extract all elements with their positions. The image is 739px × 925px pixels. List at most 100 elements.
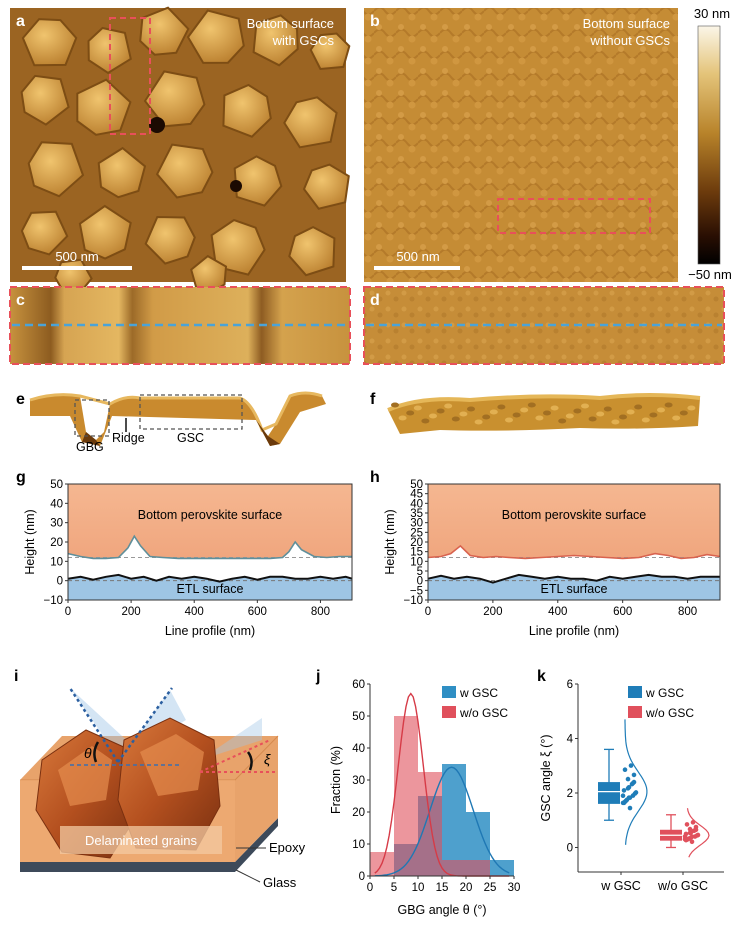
y-tick-label: 50 [50,479,63,491]
legend-label: w/o GSC [645,706,694,720]
grain [21,18,78,67]
y-tick-label: −5 [410,585,423,597]
surface-bump [619,414,627,420]
legend-label: w/o GSC [459,706,508,720]
surface-bump [421,418,430,424]
legend-swatch [628,706,642,718]
surface-bump [535,415,544,421]
y-tick-label: 0 [359,871,365,883]
y-tick-label: 0 [417,576,423,588]
x-tick-label: 30 [508,882,521,894]
glass-label: Glass [263,875,297,890]
surface-bump [543,410,551,416]
series-line-bottom [67,573,353,583]
surface-bump [558,418,567,424]
panel-letter-j: j [315,668,320,685]
series-line-top [67,534,352,560]
legend-swatch [628,686,642,698]
panel-c-strip [9,286,351,365]
y-tick-label: 40 [410,498,423,510]
y-tick-label: 30 [50,518,63,530]
histogram-bar [442,764,466,876]
grain [27,141,85,198]
data-point [620,800,626,806]
panel-letter-h: h [370,469,380,486]
y-tick-label: 50 [410,479,423,491]
y-tick-label: 30 [352,775,365,787]
perovskite-fill [428,484,720,559]
data-point [628,763,634,768]
y-tick-label: 6 [567,679,573,691]
surface-bump [482,414,491,420]
violin-outline [624,719,648,845]
grain [20,74,70,126]
y-tick-label: 2 [567,788,573,800]
data-point [631,772,637,778]
etl-fill [68,574,352,600]
panel-a-title-2: with GSCs [272,33,335,48]
histogram-bar [466,860,490,876]
y-tick-label: 40 [352,743,365,755]
annotation-etl: ETL surface [541,582,608,596]
panel-a-afm-image [10,6,351,296]
surface-bump [687,405,696,411]
chart-j: 0 10 20 30 40 50 60 0 5 10 15 20 25 30 GBG angle θ (°)… [329,679,520,917]
data-point [622,767,628,773]
y-tick-label: −10 [43,595,63,607]
panel-e-3d-surface [29,391,326,446]
surface-bump [413,405,422,411]
epoxy-label: Epoxy [269,840,306,855]
grain [309,32,351,71]
y-tick-label: 10 [410,556,423,568]
panel-letter-g: g [16,469,26,486]
surface-bump [634,404,643,410]
panel-letter-k: k [537,668,546,685]
y-tick-label: 30 [410,518,423,530]
y-tick-label: 35 [410,508,423,520]
glass-layer [20,818,278,872]
xi-label: ξ [264,751,271,767]
grain [186,9,245,64]
surface-bump [603,406,612,412]
annotation-perovskite: Bottom perovskite surface [138,508,283,522]
surface-bump [406,410,415,416]
surface-bump [497,404,506,410]
surface-bump [520,407,529,413]
x-axis-label: GBG angle θ (°) [397,903,486,917]
panel-letter-i: i [14,668,18,685]
y-tick-label: 20 [410,537,423,549]
surface-bump [527,402,536,408]
grain [302,163,350,210]
surface-bump [474,419,483,425]
y-tick-label: 5 [417,566,423,578]
data-point [625,776,631,782]
panel-letter-f: f [370,391,376,408]
panel-e-gbg-box [74,399,110,437]
y-axis-label: Height (nm) [23,509,37,574]
y-tick-label: 50 [352,711,365,723]
grain [155,143,214,199]
y-tick-label: 20 [352,807,365,819]
data-point [695,832,701,838]
grain [252,14,299,67]
panel-a-title-1: Bottom surface [247,16,334,31]
surface-bump [451,416,460,422]
series-line-top [427,544,721,560]
colorbar-max-label: 30 nm [694,6,730,21]
grain [97,146,147,199]
surface-bump [489,409,498,415]
colorbar [697,25,721,265]
x-category-label: w/o GSC [657,879,708,893]
x-tick-label: 15 [436,882,449,894]
delaminated-grains-label: Delaminated grains [85,833,198,848]
annotation-etl: ETL surface [177,582,244,596]
surface-bump [679,410,688,416]
series-line-bottom [427,573,720,584]
surface-bump [596,411,605,417]
histogram-bar [442,860,466,876]
surface-bump [459,411,468,417]
panel-letter-e: e [16,391,25,408]
data-point [688,835,694,840]
surface-bump [467,406,475,412]
legend-label: w GSC [645,686,684,700]
